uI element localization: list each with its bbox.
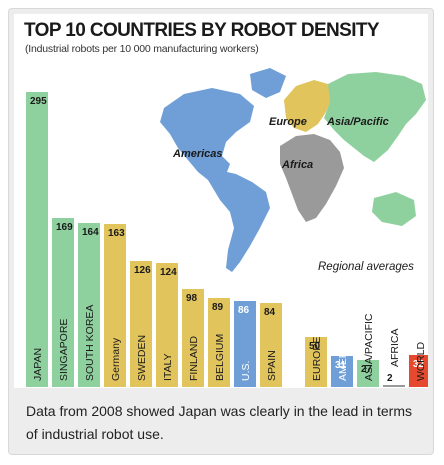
bar-finland	[182, 289, 204, 387]
robot-density-chart: 295 JAPAN 169 SINGAPORE 164 SOUTH KOREA 163 Ger…	[26, 68, 428, 387]
bar-asia-pacific	[357, 360, 379, 387]
bar-sweden	[130, 261, 152, 387]
top10-bars: 295 JAPAN 169 SINGAPORE 164 SOUTH KOREA 163 Ger…	[26, 92, 282, 387]
map-region-greenland	[250, 68, 286, 98]
chart-subtitle: (Industrial robots per 10 000 manufactur…	[25, 43, 259, 55]
map-region-asia-pacific	[324, 72, 426, 162]
chart-figure: 295 JAPAN 169 SINGAPORE 164 SOUTH KOREA 163 Ger…	[14, 14, 428, 388]
value-label-singapore: 169	[56, 222, 73, 233]
value-label-europe: 50	[309, 341, 321, 352]
bar-singapore	[52, 218, 74, 387]
value-label-italy: 124	[160, 267, 177, 278]
bar-europe	[305, 337, 327, 387]
category-label-finland: FINLAND	[188, 336, 200, 381]
figure-card: 295 JAPAN 169 SINGAPORE 164 SOUTH KOREA 163 Ger…	[8, 8, 434, 455]
category-label-americas: AMERICAS	[337, 326, 349, 381]
value-label-sweden: 126	[134, 265, 151, 276]
category-label-south-korea: SOUTH KOREA	[84, 305, 96, 381]
category-label-germany: Germany	[110, 337, 122, 381]
value-label-u-s: 86	[238, 305, 250, 316]
category-label-singapore: SINGAPORE	[58, 319, 70, 381]
value-label-africa: 2	[387, 373, 393, 384]
category-label-asia-pacific: ASIA/PACIFIC	[363, 313, 375, 381]
category-label-africa: AFRICA	[389, 328, 401, 367]
value-label-americas: 31	[335, 360, 347, 371]
chart-title: TOP 10 COUNTRIES BY ROBOT DENSITY	[24, 20, 380, 41]
map-label-africa: Africa	[281, 159, 313, 171]
figure-caption: Data from 2008 showed Japan was clearly …	[26, 403, 412, 442]
map-label-asia-pacific: Asia/Pacific	[326, 116, 389, 128]
value-label-belgium: 89	[212, 302, 224, 313]
value-label-spain: 84	[264, 307, 276, 318]
value-label-world: 32	[413, 359, 425, 370]
bar-africa	[383, 385, 405, 387]
map-label-europe: Europe	[269, 116, 307, 128]
bar-world	[409, 355, 428, 387]
map-region-africa	[280, 134, 344, 222]
bar-south-korea	[78, 223, 100, 387]
value-label-germany: 163	[108, 228, 125, 239]
bar-germany	[104, 224, 126, 387]
bar-u-s	[234, 301, 256, 387]
bar-italy	[156, 263, 178, 387]
value-label-south-korea: 164	[82, 227, 99, 238]
category-label-belgium: BELGIUM	[214, 334, 226, 381]
category-label-world: WORLD	[415, 342, 427, 382]
map-region-europe	[284, 80, 332, 132]
category-label-sweden: SWEDEN	[136, 335, 148, 381]
value-label-asia-pacific: 27	[361, 364, 373, 375]
value-label-finland: 98	[186, 293, 198, 304]
bar-belgium	[208, 298, 230, 387]
category-label-spain: SPAIN	[266, 350, 278, 381]
map-region-americas	[160, 88, 270, 272]
category-label-europe: EUROPE	[311, 337, 323, 381]
bar-americas	[331, 356, 353, 387]
category-label-japan: JAPAN	[32, 348, 44, 381]
category-label-u-s: U.S.	[240, 361, 252, 381]
map-region-oceania	[372, 192, 416, 226]
map-label-americas: Americas	[172, 148, 223, 160]
category-label-italy: ITALY	[162, 353, 174, 381]
bar-spain	[260, 303, 282, 387]
bar-japan	[26, 92, 48, 387]
value-label-japan: 295	[30, 96, 47, 107]
world-map	[160, 68, 426, 272]
regional-averages-title: Regional averages	[318, 261, 414, 273]
